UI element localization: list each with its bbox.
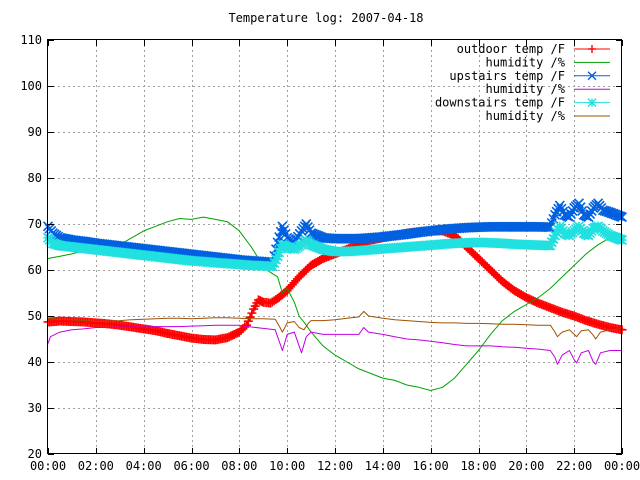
legend-entry: downstairs temp /F bbox=[435, 96, 610, 110]
y-axis: 20 30 40 50 60 70 80 90 100 110 bbox=[20, 33, 622, 461]
x-tick-label: 10:00 bbox=[269, 459, 305, 473]
legend-label: humidity /% bbox=[486, 109, 566, 123]
series-1 bbox=[47, 216, 623, 391]
y-tick-label: 40 bbox=[28, 355, 42, 369]
y-tick-label: 60 bbox=[28, 263, 42, 277]
x-tick-label: 18:00 bbox=[460, 459, 496, 473]
x-tick-label: 02:00 bbox=[78, 459, 114, 473]
x-tick-label: 16:00 bbox=[413, 459, 449, 473]
series-5 bbox=[47, 310, 623, 340]
x-tick-label: 20:00 bbox=[508, 459, 544, 473]
legend-entry: humidity /% bbox=[486, 109, 610, 123]
series-line bbox=[47, 324, 622, 365]
series-line bbox=[47, 216, 623, 391]
x-tick-label: 08:00 bbox=[221, 459, 257, 473]
legend-label: upstairs temp /F bbox=[449, 69, 565, 83]
x-tick-label: 00:00 bbox=[30, 459, 66, 473]
plot-frame bbox=[47, 39, 622, 454]
y-tick-label: 110 bbox=[20, 33, 42, 47]
y-tick-label: 30 bbox=[28, 401, 42, 415]
series-line bbox=[47, 310, 623, 340]
x-tick-label: 04:00 bbox=[126, 459, 162, 473]
y-tick-label: 80 bbox=[28, 171, 42, 185]
legend-marker bbox=[587, 98, 597, 108]
legend-entry: upstairs temp /F bbox=[449, 69, 610, 83]
legend-entry: outdoor temp /F bbox=[457, 42, 610, 56]
x-tick-label: 12:00 bbox=[317, 459, 353, 473]
legend-marker bbox=[588, 45, 596, 53]
legend-label: humidity /% bbox=[486, 55, 566, 69]
series-3 bbox=[47, 324, 622, 365]
x-tick-label: 14:00 bbox=[365, 459, 401, 473]
y-tick-label: 70 bbox=[28, 217, 42, 231]
legend-label: outdoor temp /F bbox=[457, 42, 565, 56]
legend-entry: humidity /% bbox=[486, 82, 610, 96]
y-tick-label: 20 bbox=[28, 447, 42, 461]
legend-marker bbox=[587, 71, 597, 81]
y-tick-label: 50 bbox=[28, 309, 42, 323]
x-tick-label: 06:00 bbox=[173, 459, 209, 473]
y-tick-label: 100 bbox=[20, 79, 42, 93]
legend-label: downstairs temp /F bbox=[435, 96, 565, 110]
y-tick-label: 90 bbox=[28, 125, 42, 139]
legend-label: humidity /% bbox=[486, 82, 566, 96]
series-4 bbox=[42, 221, 628, 272]
legend-entry: humidity /% bbox=[486, 55, 610, 69]
x-tick-label: 22:00 bbox=[556, 459, 592, 473]
chart-title: Temperature log: 2007-04-18 bbox=[228, 11, 423, 25]
x-axis: 00:00 02:00 04:00 06:00 08:00 10:00 12:00 14:00… bbox=[30, 40, 640, 473]
x-tick-label: 00:00 bbox=[604, 459, 640, 473]
